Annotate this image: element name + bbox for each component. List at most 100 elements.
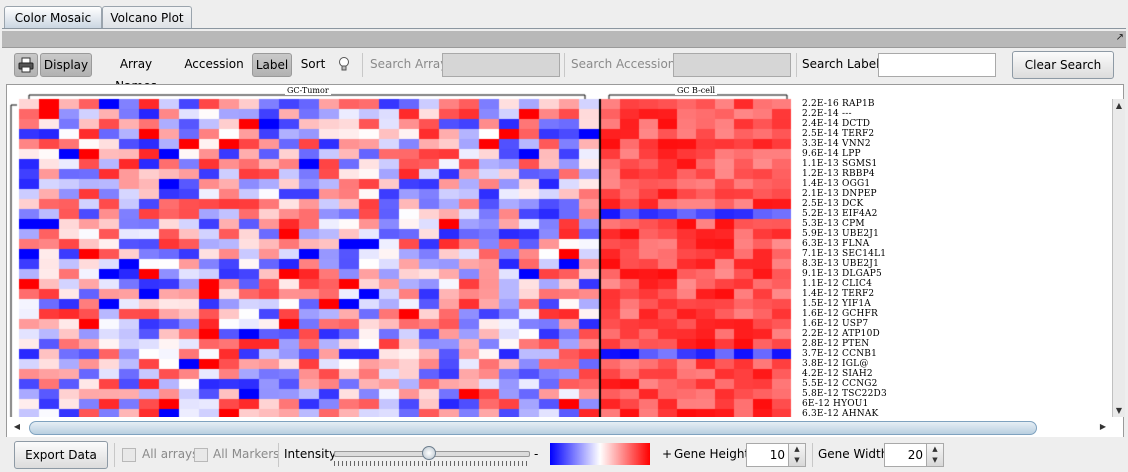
gene-height-spin-buttons[interactable]: ▲ ▼ [788, 444, 805, 466]
scroll-down-icon[interactable]: ▼ [1115, 406, 1123, 415]
gene-symbol: ATP10D [842, 329, 880, 339]
label-toggle[interactable]: Label [252, 53, 292, 77]
search-array-input[interactable] [442, 53, 560, 77]
vertical-scrollbar[interactable]: ▲ ▼ [1112, 99, 1125, 417]
gene-label-row: 2.8E-12 PTEN [802, 339, 902, 349]
gene-label-row: 9.6E-14 LPP [802, 149, 902, 159]
gene-pvalue: 2.2E-12 [802, 329, 839, 339]
gene-symbol: UBE2J1 [842, 229, 880, 239]
tab-bar: Color Mosaic Volcano Plot [0, 0, 1128, 30]
search-accession-label: Search Accession [571, 57, 676, 71]
gene-symbol: IGL@ [842, 359, 869, 369]
gene-label-row: 2.4E-14 DCTD [802, 119, 902, 129]
gene-pvalue: 4.2E-12 [802, 369, 839, 379]
lightbulb-button[interactable] [334, 53, 354, 75]
cluster-label-gc-tumor: GC-Tumor [285, 86, 331, 95]
gene-width-value[interactable]: 20 [907, 448, 923, 462]
heatmap-canvas[interactable] [7, 85, 1107, 417]
slider-thumb[interactable] [422, 446, 436, 460]
gene-symbol: VNN2 [842, 139, 871, 149]
gene-symbol: EIF4A2 [842, 209, 878, 219]
display-toggle[interactable]: Display [40, 53, 92, 77]
gene-symbol: LPP [842, 149, 861, 159]
gene-label-row: 5.2E-13 EIF4A2 [802, 209, 902, 219]
gene-symbol: CLIC4 [842, 279, 873, 289]
tab-volcano-plot[interactable]: Volcano Plot [102, 6, 192, 29]
spin-down-icon[interactable]: ▼ [932, 456, 938, 464]
gene-symbol: YIF1A [842, 299, 871, 309]
spin-up-icon[interactable]: ▲ [794, 445, 800, 453]
tab-color-mosaic[interactable]: Color Mosaic [4, 6, 102, 29]
intensity-minus-label: - [534, 447, 539, 461]
gene-pvalue: 2.2E-14 [802, 109, 839, 119]
maximize-icon[interactable]: ↗ [1115, 32, 1124, 43]
gene-height-spinner[interactable]: 10 ▲ ▼ [746, 443, 806, 467]
gene-symbol: SEC14L1 [842, 249, 887, 259]
spin-down-icon[interactable]: ▼ [794, 456, 800, 464]
gene-label-row: 1.1E-12 CLIC4 [802, 279, 902, 289]
accession-toggle[interactable]: Accession [184, 57, 244, 71]
printer-icon [18, 57, 34, 73]
bottom-controls: Export Data All arrays All Markers Inten… [0, 437, 1128, 472]
all-arrays-checkbox[interactable] [122, 448, 136, 462]
gene-label-row: 4.2E-12 SIAH2 [802, 369, 902, 379]
gene-pvalue: 5.9E-13 [802, 229, 839, 239]
gene-symbol: CCNB1 [842, 349, 878, 359]
gene-label-row: 2.1E-13 DNPEP [802, 189, 902, 199]
gene-pvalue: 1.1E-12 [802, 279, 839, 289]
intensity-slider[interactable] [334, 443, 530, 467]
gene-pvalue: 9.1E-13 [802, 269, 839, 279]
gene-pvalue: 1.1E-13 [802, 159, 839, 169]
gene-pvalue: 5.2E-13 [802, 209, 839, 219]
export-data-button[interactable]: Export Data [14, 441, 108, 469]
gene-symbol: SIAH2 [842, 369, 873, 379]
gene-symbol: DCTD [842, 119, 871, 129]
scroll-right-icon[interactable]: ▶ [1099, 422, 1107, 431]
array-names-toggle[interactable]: Array Names [115, 57, 157, 93]
all-markers-checkbox[interactable] [194, 448, 208, 462]
gene-label-row: 1.6E-12 USP7 [802, 319, 902, 329]
horizontal-scrollbar[interactable]: ◀ ▶ [11, 419, 1109, 435]
gene-label-row: 3.8E-12 IGL@ [802, 359, 902, 369]
toolbar-separator [564, 53, 565, 77]
scroll-left-icon[interactable]: ◀ [13, 422, 21, 431]
search-accession-input[interactable] [673, 53, 791, 77]
gene-label-row: 2.2E-14 --- [802, 109, 902, 119]
gene-pvalue: 5.8E-12 [802, 389, 839, 399]
gene-symbol: PTEN [842, 339, 870, 349]
color-scale-gradient [550, 443, 650, 465]
scroll-up-icon[interactable]: ▲ [1115, 101, 1123, 110]
gene-label-row: 5.9E-13 UBE2J1 [802, 229, 902, 239]
gene-label-row: 1.5E-12 YIF1A [802, 299, 902, 309]
gene-pvalue: 1.6E-12 [802, 319, 839, 329]
gene-height-value[interactable]: 10 [769, 448, 785, 462]
gene-pvalue: 7.1E-13 [802, 249, 839, 259]
gene-width-spin-buttons[interactable]: ▲ ▼ [926, 444, 943, 466]
gene-height-label: Gene Height [674, 447, 750, 461]
gene-symbol: RAP1B [842, 99, 875, 109]
gene-label-row: 7.1E-13 SEC14L1 [802, 249, 902, 259]
bottom-separator [114, 443, 115, 467]
gene-pvalue: 1.5E-12 [802, 299, 839, 309]
horizontal-scroll-thumb[interactable] [29, 421, 1037, 435]
search-label-input[interactable] [878, 53, 996, 77]
gene-symbol: TERF2 [842, 289, 875, 299]
bottom-separator [812, 443, 813, 467]
gene-pvalue: 2.1E-13 [802, 189, 839, 199]
clear-search-button[interactable]: Clear Search [1012, 51, 1114, 79]
gene-symbol: SGMS1 [842, 159, 878, 169]
gene-pvalue: 2.5E-14 [802, 129, 839, 139]
spin-up-icon[interactable]: ▲ [932, 445, 938, 453]
gene-label-row: 5.8E-12 TSC22D3 [802, 389, 902, 399]
gene-width-spinner[interactable]: 20 ▲ ▼ [884, 443, 944, 467]
cluster-label-gc-bcell: GC B-cell [675, 86, 718, 95]
intensity-plus-label: + [662, 447, 673, 461]
gene-pvalue: 1.4E-12 [802, 289, 839, 299]
gene-pvalue: 1.2E-13 [802, 169, 839, 179]
gene-pvalue: 2.8E-12 [802, 339, 839, 349]
print-button[interactable] [14, 53, 38, 77]
gene-label-row: 6E-12 HYOU1 [802, 399, 902, 409]
sort-toggle[interactable]: Sort [300, 57, 326, 71]
gene-label-row: 2.5E-13 DCK [802, 199, 902, 209]
gene-pvalue: 5.3E-13 [802, 219, 839, 229]
